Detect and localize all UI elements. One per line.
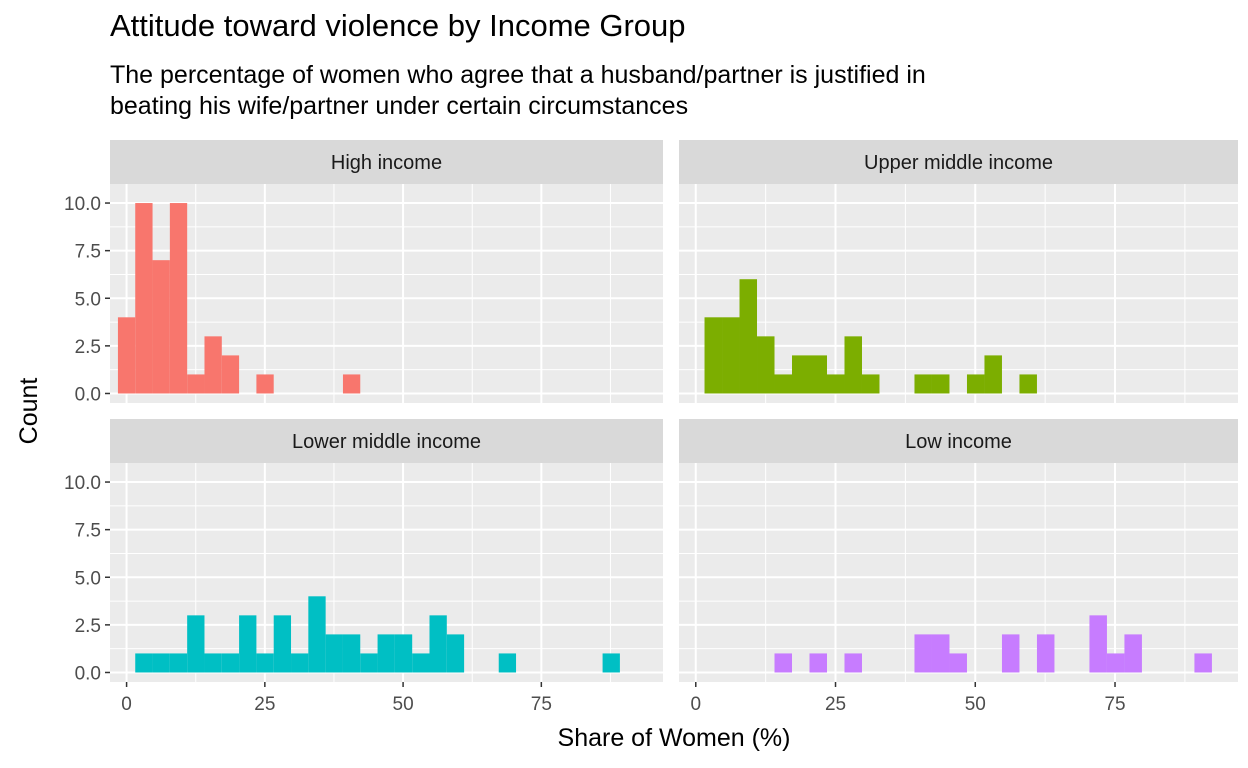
- histogram-bar-high-income: [204, 336, 222, 394]
- chart-subtitle-line-1: The percentage of women who agree that a…: [110, 61, 926, 89]
- histogram-bar-upper-middle-income: [931, 374, 950, 394]
- facet-strip-high-income: [110, 140, 663, 184]
- histogram-bar-upper-middle-income: [722, 317, 740, 394]
- histogram-bar-lower-middle-income: [169, 653, 188, 673]
- histogram-bar-high-income: [117, 317, 136, 394]
- facet-label-lower-middle-income: Lower middle income: [292, 431, 481, 453]
- x-tick-label: 0: [121, 694, 132, 715]
- chart-subtitle: The percentage of women who agree that a…: [110, 60, 1110, 122]
- facet-label-upper-middle-income: Upper middle income: [864, 152, 1053, 174]
- histogram-bar-lower-middle-income: [308, 596, 326, 673]
- histogram-bar-upper-middle-income: [774, 374, 793, 394]
- y-tick-label: 5.0: [75, 568, 101, 589]
- histogram-bar-low-income: [949, 653, 967, 673]
- x-tick-label: 75: [531, 694, 552, 715]
- histogram-bar-low-income: [1106, 653, 1125, 673]
- histogram-bar-low-income: [774, 653, 793, 673]
- histogram-bar-upper-middle-income: [861, 374, 880, 394]
- x-tick-label: 75: [1104, 694, 1125, 715]
- histogram-bar-lower-middle-income: [221, 653, 240, 673]
- histogram-bar-low-income: [914, 634, 932, 673]
- histogram-bar-upper-middle-income: [914, 374, 932, 394]
- x-tick-label: 50: [965, 694, 986, 715]
- histogram-bar-lower-middle-income: [135, 653, 153, 673]
- histogram-bar-high-income: [221, 355, 240, 394]
- histogram-bar-lower-middle-income: [239, 615, 257, 673]
- histogram-bar-lower-middle-income: [152, 653, 170, 673]
- histogram-bar-lower-middle-income: [291, 653, 309, 673]
- histogram-bar-low-income: [1036, 634, 1055, 673]
- y-tick-label: 5.0: [75, 289, 101, 310]
- histogram-bar-low-income: [931, 634, 950, 673]
- facet-strip-lower-middle-income: [110, 419, 663, 463]
- x-tick-label: 0: [690, 694, 701, 715]
- histogram-bar-high-income: [342, 374, 361, 394]
- panel-background-high-income: [110, 184, 663, 403]
- y-tick-label: 10.0: [64, 194, 101, 215]
- x-tick-label: 25: [254, 694, 275, 715]
- histogram-bar-upper-middle-income: [792, 355, 810, 394]
- histogram-bar-lower-middle-income: [342, 634, 361, 673]
- facet-label-low-income: Low income: [905, 431, 1012, 453]
- histogram-bar-upper-middle-income: [757, 336, 775, 394]
- histogram-bar-lower-middle-income: [325, 634, 343, 673]
- histogram-bar-lower-middle-income: [204, 653, 222, 673]
- panel-background-low-income: [679, 463, 1238, 682]
- histogram-bar-lower-middle-income: [273, 615, 292, 673]
- y-tick-label: 2.5: [75, 616, 101, 637]
- histogram-bar-lower-middle-income: [394, 634, 413, 673]
- histogram-bar-lower-middle-income: [602, 653, 620, 673]
- histogram-bar-high-income: [187, 374, 205, 394]
- histogram-bar-high-income: [135, 203, 153, 394]
- histogram-bar-low-income: [809, 653, 827, 673]
- histogram-bar-high-income: [169, 203, 188, 394]
- chart-title: Attitude toward violence by Income Group: [110, 8, 686, 43]
- histogram-bar-low-income: [1124, 634, 1142, 673]
- histogram-bar-upper-middle-income: [809, 355, 827, 394]
- histogram-bar-upper-middle-income: [1019, 374, 1037, 394]
- histogram-bar-low-income: [1194, 653, 1212, 673]
- y-axis-title: Count: [15, 378, 43, 445]
- histogram-bar-lower-middle-income: [256, 653, 274, 673]
- histogram-bar-low-income: [844, 653, 862, 673]
- histogram-bar-upper-middle-income: [704, 317, 723, 394]
- histogram-bar-upper-middle-income: [826, 374, 845, 394]
- histogram-bar-lower-middle-income: [429, 615, 447, 673]
- histogram-bar-lower-middle-income: [360, 653, 378, 673]
- facet-strip-upper-middle-income: [679, 140, 1238, 184]
- histogram-bar-low-income: [1001, 634, 1020, 673]
- histogram-bar-upper-middle-income: [844, 336, 862, 394]
- histogram-bar-lower-middle-income: [377, 634, 395, 673]
- y-tick-label: 0.0: [75, 384, 101, 405]
- histogram-bar-upper-middle-income: [739, 279, 758, 394]
- facet-label-high-income: High income: [331, 152, 442, 174]
- histogram-bar-low-income: [1089, 615, 1107, 673]
- histogram-bar-upper-middle-income: [966, 374, 985, 394]
- x-tick-label: 25: [825, 694, 846, 715]
- histogram-bar-lower-middle-income: [446, 634, 465, 673]
- x-tick-label: 50: [393, 694, 414, 715]
- chart-subtitle-line-2: beating his wife/partner under certain c…: [110, 92, 689, 120]
- y-tick-label: 7.5: [75, 242, 101, 263]
- y-tick-label: 0.0: [75, 663, 101, 684]
- histogram-bar-high-income: [256, 374, 274, 394]
- y-tick-label: 2.5: [75, 337, 101, 358]
- facet-strip-low-income: [679, 419, 1238, 463]
- y-tick-label: 10.0: [64, 473, 101, 494]
- histogram-bar-lower-middle-income: [187, 615, 205, 673]
- histogram-bar-upper-middle-income: [984, 355, 1002, 394]
- histogram-bar-lower-middle-income: [498, 653, 517, 673]
- histogram-bar-high-income: [152, 260, 170, 394]
- x-axis-title: Share of Women (%): [558, 724, 791, 752]
- histogram-bar-lower-middle-income: [412, 653, 430, 673]
- y-tick-label: 7.5: [75, 521, 101, 542]
